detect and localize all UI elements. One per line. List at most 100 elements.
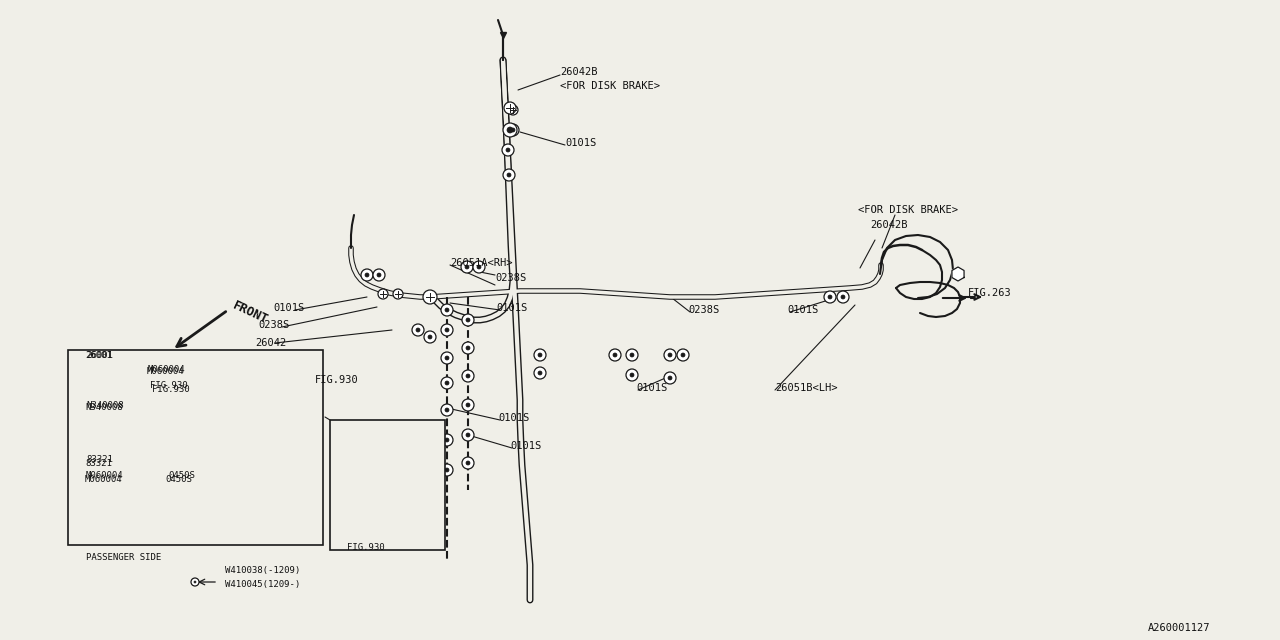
Text: M060004: M060004 bbox=[147, 367, 184, 376]
Text: FIG.930: FIG.930 bbox=[315, 375, 358, 385]
Circle shape bbox=[503, 123, 517, 137]
Circle shape bbox=[677, 349, 689, 361]
Circle shape bbox=[507, 173, 511, 177]
Circle shape bbox=[204, 502, 207, 506]
Circle shape bbox=[445, 438, 449, 442]
Circle shape bbox=[445, 408, 449, 412]
Text: N340008: N340008 bbox=[86, 401, 124, 410]
Text: A260001127: A260001127 bbox=[1147, 623, 1210, 633]
Circle shape bbox=[412, 324, 424, 336]
Circle shape bbox=[507, 124, 518, 136]
Circle shape bbox=[378, 289, 388, 299]
Circle shape bbox=[626, 369, 637, 381]
Circle shape bbox=[466, 461, 470, 465]
Text: 0101S: 0101S bbox=[787, 305, 818, 315]
Text: 0450S: 0450S bbox=[165, 474, 192, 483]
Text: 0450S: 0450S bbox=[168, 470, 195, 479]
Circle shape bbox=[466, 433, 470, 437]
Text: 26042B: 26042B bbox=[561, 67, 598, 77]
Text: N340008: N340008 bbox=[84, 403, 123, 413]
Text: 0101S: 0101S bbox=[498, 413, 529, 423]
Text: <FOR DISK BRAKE>: <FOR DISK BRAKE> bbox=[561, 81, 660, 91]
Circle shape bbox=[372, 269, 385, 281]
Circle shape bbox=[534, 349, 547, 361]
Circle shape bbox=[378, 273, 381, 277]
Circle shape bbox=[357, 495, 367, 505]
Text: FIG.930: FIG.930 bbox=[152, 385, 189, 394]
Circle shape bbox=[442, 352, 453, 364]
Circle shape bbox=[442, 377, 453, 389]
Circle shape bbox=[201, 517, 211, 527]
Circle shape bbox=[462, 342, 474, 354]
Bar bbox=[330, 420, 445, 550]
Circle shape bbox=[428, 335, 433, 339]
Circle shape bbox=[828, 295, 832, 299]
Circle shape bbox=[465, 265, 468, 269]
Bar bbox=[68, 350, 323, 545]
Text: 0238S: 0238S bbox=[495, 273, 526, 283]
Text: M060004: M060004 bbox=[84, 474, 123, 483]
Circle shape bbox=[506, 148, 509, 152]
Circle shape bbox=[442, 434, 453, 446]
Polygon shape bbox=[952, 267, 964, 281]
Circle shape bbox=[422, 290, 436, 304]
Text: 26042: 26042 bbox=[255, 338, 287, 348]
Circle shape bbox=[118, 493, 128, 503]
Circle shape bbox=[502, 144, 515, 156]
Circle shape bbox=[416, 328, 420, 332]
Circle shape bbox=[445, 468, 449, 472]
Circle shape bbox=[538, 353, 541, 357]
Text: W410038(-1209): W410038(-1209) bbox=[225, 566, 301, 575]
Text: 26051B<LH>: 26051B<LH> bbox=[774, 383, 837, 393]
Circle shape bbox=[178, 479, 188, 489]
Circle shape bbox=[664, 349, 676, 361]
Circle shape bbox=[474, 261, 485, 273]
Text: W410045(1209-): W410045(1209-) bbox=[225, 580, 301, 589]
Circle shape bbox=[180, 482, 186, 486]
Text: 26051A<RH>: 26051A<RH> bbox=[451, 258, 512, 268]
Text: 26042B: 26042B bbox=[870, 220, 908, 230]
Circle shape bbox=[361, 269, 372, 281]
Text: 83321: 83321 bbox=[84, 458, 111, 467]
Circle shape bbox=[508, 105, 518, 115]
Circle shape bbox=[503, 169, 515, 181]
Circle shape bbox=[445, 381, 449, 385]
Circle shape bbox=[507, 127, 513, 133]
Circle shape bbox=[387, 458, 390, 462]
Circle shape bbox=[837, 291, 849, 303]
Text: 26001: 26001 bbox=[86, 351, 113, 360]
Text: PASSENGER SIDE: PASSENGER SIDE bbox=[86, 554, 161, 563]
Circle shape bbox=[204, 520, 207, 524]
Text: FIG.263: FIG.263 bbox=[968, 288, 1011, 298]
Circle shape bbox=[534, 367, 547, 379]
Text: FRONT: FRONT bbox=[230, 299, 270, 327]
Text: 0101S: 0101S bbox=[273, 303, 305, 313]
Circle shape bbox=[445, 356, 449, 360]
Circle shape bbox=[504, 102, 516, 114]
Circle shape bbox=[630, 373, 634, 377]
Text: 0238S: 0238S bbox=[689, 305, 719, 315]
Circle shape bbox=[466, 318, 470, 322]
Text: M060004: M060004 bbox=[148, 365, 186, 374]
Circle shape bbox=[477, 265, 481, 269]
Circle shape bbox=[442, 464, 453, 476]
Text: FIG.930: FIG.930 bbox=[347, 543, 384, 552]
Text: <FOR DISK BRAKE>: <FOR DISK BRAKE> bbox=[858, 205, 957, 215]
Text: 0101S: 0101S bbox=[509, 441, 541, 451]
Circle shape bbox=[445, 328, 449, 332]
Circle shape bbox=[630, 353, 634, 357]
Circle shape bbox=[371, 475, 381, 485]
Circle shape bbox=[151, 510, 161, 520]
Circle shape bbox=[445, 308, 449, 312]
Circle shape bbox=[668, 376, 672, 380]
Circle shape bbox=[122, 496, 125, 500]
Circle shape bbox=[384, 455, 394, 465]
Circle shape bbox=[462, 399, 474, 411]
Circle shape bbox=[466, 374, 470, 378]
Circle shape bbox=[462, 429, 474, 441]
Circle shape bbox=[824, 291, 836, 303]
Circle shape bbox=[191, 578, 198, 586]
Circle shape bbox=[442, 404, 453, 416]
Circle shape bbox=[374, 478, 378, 482]
Circle shape bbox=[841, 295, 845, 299]
